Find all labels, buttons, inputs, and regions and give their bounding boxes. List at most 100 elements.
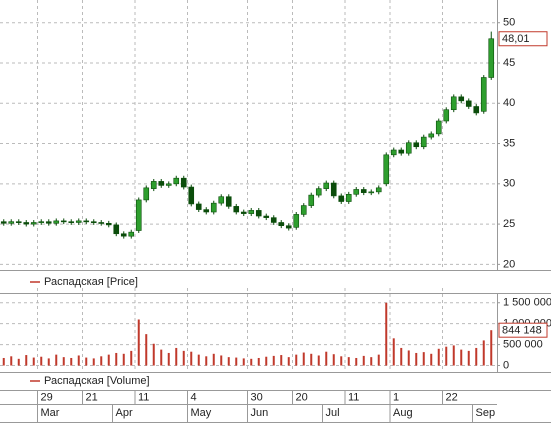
volume-bar (460, 349, 463, 366)
y-tick-label: 0 (503, 359, 509, 371)
last-value-label: 48,01 (502, 33, 530, 45)
month-label: Aug (393, 407, 413, 419)
candle-body (308, 194, 315, 206)
volume-bar (407, 350, 410, 366)
volume-bar (385, 302, 388, 366)
volume-bar (377, 354, 380, 366)
x-tick-label: 4 (191, 391, 197, 403)
candle-body (293, 214, 300, 228)
candle-body (173, 177, 180, 185)
volume-bar (107, 354, 110, 366)
candle-body (143, 187, 150, 201)
volume-bar (17, 358, 20, 366)
x-tick-label: 21 (86, 391, 98, 403)
volume-bar (55, 354, 58, 366)
candle-body (465, 100, 472, 107)
candle-body (323, 182, 330, 189)
volume-bar (77, 355, 80, 366)
volume-bar (70, 357, 73, 366)
volume-bar (235, 357, 238, 366)
candle-body (368, 191, 375, 194)
volume-bar (490, 330, 493, 366)
month-label: Mar (41, 407, 60, 419)
candle-body (443, 109, 450, 122)
x-tick-label: 22 (446, 391, 458, 403)
volume-bar (392, 338, 395, 366)
x-tick-label: 20 (296, 391, 308, 403)
candle-body (53, 220, 60, 224)
volume-bar (467, 350, 470, 366)
candle-body (473, 106, 480, 114)
candle-body (150, 181, 157, 189)
volume-bar (287, 357, 290, 366)
y-tick-label: 35 (503, 137, 515, 149)
volume-bar (130, 350, 133, 366)
candle-body (278, 222, 285, 226)
legend-label: Распадская [Price] (44, 276, 138, 288)
candle-body (330, 182, 337, 197)
volume-bar (227, 357, 230, 366)
candle-body (38, 221, 45, 223)
volume-bar (310, 353, 313, 366)
volume-bar (400, 347, 403, 366)
candle-body (0, 221, 7, 224)
candle-body (420, 136, 427, 148)
candle-body (195, 203, 202, 210)
volume-bar (190, 351, 193, 366)
candle-body (90, 221, 97, 223)
candle-body (413, 142, 420, 148)
volume-bar (302, 352, 305, 366)
volume-bar (40, 356, 43, 366)
volume-bar (92, 358, 95, 366)
volume-bar (332, 354, 335, 366)
candle-body (435, 120, 442, 135)
volume-bar (250, 358, 253, 366)
candle-body (240, 211, 247, 214)
volume-bar (415, 352, 418, 366)
candle-body (75, 220, 82, 223)
candle-body (188, 186, 195, 205)
volume-bar (355, 357, 358, 366)
candle-body (285, 225, 292, 229)
candle-body (158, 181, 165, 186)
volume-bar (62, 357, 65, 366)
candle-body (375, 187, 382, 193)
volume-bar (272, 355, 275, 366)
volume-bar (137, 319, 140, 366)
last-value-box (498, 31, 548, 47)
month-label: Jul (326, 407, 340, 419)
volume-bar (437, 348, 440, 366)
candle-body (45, 221, 52, 224)
volume-bar (115, 352, 118, 366)
volume-bar (100, 356, 103, 366)
candle-body (8, 221, 15, 224)
volume-bar (152, 343, 155, 366)
volume-bar (482, 340, 485, 366)
candle-body (203, 209, 210, 213)
volume-bar (475, 347, 478, 366)
y-tick-label: 20 (503, 258, 515, 270)
candle-body (345, 193, 352, 202)
volume-bar (167, 352, 170, 366)
volume-bar (10, 356, 13, 366)
y-tick-label: 25 (503, 218, 515, 230)
candle-body (300, 205, 307, 215)
volume-bar (295, 354, 298, 366)
volume-bar (212, 353, 215, 366)
volume-bar (370, 357, 373, 366)
candle-body (390, 149, 397, 156)
y-tick-label: 50 (503, 17, 515, 29)
x-tick-label: 1 (393, 391, 399, 403)
candle-body (248, 210, 255, 214)
volume-bar (32, 357, 35, 366)
candle-body (458, 96, 465, 102)
volume-bar (340, 356, 343, 366)
candle-body (225, 196, 232, 207)
candle-body (360, 189, 367, 193)
volume-bar (317, 355, 320, 366)
candle-body (270, 217, 277, 223)
candle-body (15, 221, 22, 223)
candle-body (405, 142, 412, 154)
